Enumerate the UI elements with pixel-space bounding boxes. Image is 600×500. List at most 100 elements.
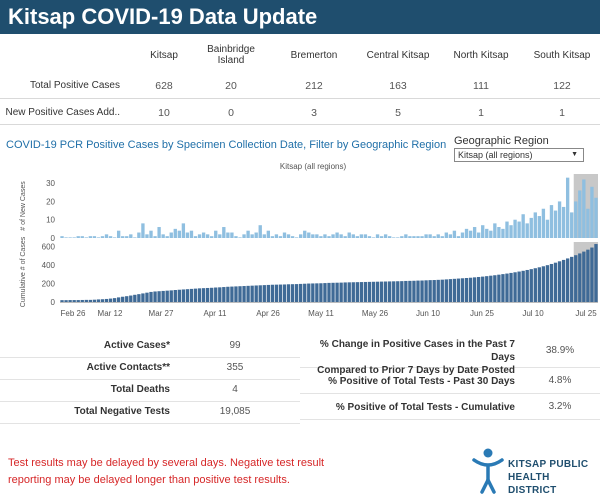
data-bar: [193, 288, 198, 302]
data-bar: [68, 237, 72, 238]
data-bar: [521, 270, 525, 302]
data-bar: [436, 234, 440, 238]
data-bar: [108, 236, 113, 238]
x-tick-label: Jul 10: [522, 309, 544, 318]
recent-period-band: [573, 174, 598, 238]
data-bar: [64, 300, 68, 302]
data-bar: [282, 232, 287, 238]
data-bar: [420, 280, 424, 302]
data-bar: [335, 282, 339, 302]
data-bar: [440, 279, 444, 302]
data-bar: [400, 281, 404, 302]
data-bar: [383, 234, 388, 238]
data-bar: [141, 223, 145, 238]
stat-row: Total Deaths 4: [0, 380, 300, 402]
data-bar: [307, 232, 311, 238]
data-bar: [570, 256, 574, 302]
data-bar: [121, 236, 125, 238]
data-bar: [104, 234, 109, 238]
data-bar: [185, 232, 190, 238]
stat-label: Total Negative Tests: [74, 406, 170, 417]
data-bar: [412, 280, 416, 302]
data-bar: [294, 237, 299, 238]
x-tick-label: Apr 26: [256, 309, 280, 318]
summary-column-header: Kitsap: [150, 50, 178, 61]
kitsap-health-logo: KITSAP PUBLIC HEALTH DISTRICT: [468, 446, 598, 496]
y-tick-label: 200: [42, 280, 56, 289]
data-bar: [448, 234, 453, 238]
data-bar: [460, 232, 465, 238]
data-bar: [254, 232, 258, 238]
data-bar: [76, 300, 80, 302]
data-bar: [141, 293, 145, 302]
summary-cell: 122: [553, 80, 571, 92]
data-bar: [594, 197, 598, 238]
page-title: Kitsap COVID-19 Data Update: [0, 0, 600, 34]
summary-cell: 20: [225, 80, 237, 92]
data-bar: [493, 275, 497, 302]
data-bar: [161, 234, 165, 238]
stat-row: % Change in Positive Cases in the Past 7…: [300, 336, 600, 376]
data-bar: [60, 236, 64, 238]
data-bar: [258, 225, 262, 238]
summary-cell: 111: [473, 80, 489, 92]
data-bar: [60, 300, 64, 302]
data-bar: [371, 237, 376, 238]
data-bar: [323, 234, 327, 238]
summary-cell: 212: [305, 80, 323, 92]
data-bar: [521, 214, 525, 238]
data-bar: [319, 283, 323, 302]
data-bar: [319, 236, 323, 238]
y-tick-label: 10: [46, 216, 55, 225]
data-bar: [165, 290, 169, 302]
data-bar: [343, 236, 347, 238]
data-bar: [286, 234, 291, 238]
data-bar: [513, 219, 517, 238]
y-tick-label: 600: [42, 243, 56, 252]
data-bar: [456, 236, 461, 238]
data-bar: [525, 223, 529, 238]
y-axis-label: Cumulative # of Cases: [20, 236, 27, 307]
data-bar: [197, 288, 202, 302]
data-bar: [347, 232, 351, 238]
data-bar: [545, 219, 550, 238]
x-tick-label: Jun 10: [416, 309, 441, 318]
data-bar: [533, 268, 537, 302]
data-bar: [205, 287, 210, 302]
data-bar: [557, 201, 562, 238]
data-bar: [545, 265, 550, 302]
data-bar: [424, 280, 428, 302]
data-bar: [351, 282, 355, 302]
data-bar: [481, 225, 485, 238]
data-bar: [149, 230, 153, 238]
geographic-region-label: Geographic Region: [454, 135, 549, 147]
data-bar: [327, 236, 331, 238]
data-bar: [582, 251, 586, 302]
data-bar: [509, 272, 513, 302]
data-bar: [177, 289, 182, 302]
data-bar: [169, 232, 173, 238]
data-bar: [485, 228, 489, 238]
data-bar: [311, 234, 315, 238]
y-tick-label: 0: [51, 234, 56, 243]
stat-label: % Positive of Total Tests - Past 30 Days: [328, 376, 515, 387]
data-bar: [84, 237, 88, 238]
data-bar: [173, 228, 177, 238]
data-bar: [472, 227, 477, 238]
geographic-region-dropdown[interactable]: Kitsap (all regions) ▼: [454, 148, 584, 162]
data-bar: [64, 237, 68, 238]
data-bar: [379, 281, 384, 302]
data-bar: [149, 291, 153, 302]
logo-line-1: KITSAP PUBLIC: [508, 459, 589, 470]
data-bar: [493, 223, 497, 238]
data-bar: [505, 273, 509, 302]
data-bar: [72, 237, 76, 238]
summary-column-header: Central Kitsap: [366, 50, 430, 61]
data-bar: [533, 212, 537, 238]
data-bar: [84, 299, 88, 302]
data-bar: [396, 237, 400, 238]
data-bar: [274, 234, 279, 238]
stat-value: 3.2%: [548, 401, 572, 412]
recent-period-band: [573, 242, 598, 302]
data-bar: [396, 281, 400, 302]
